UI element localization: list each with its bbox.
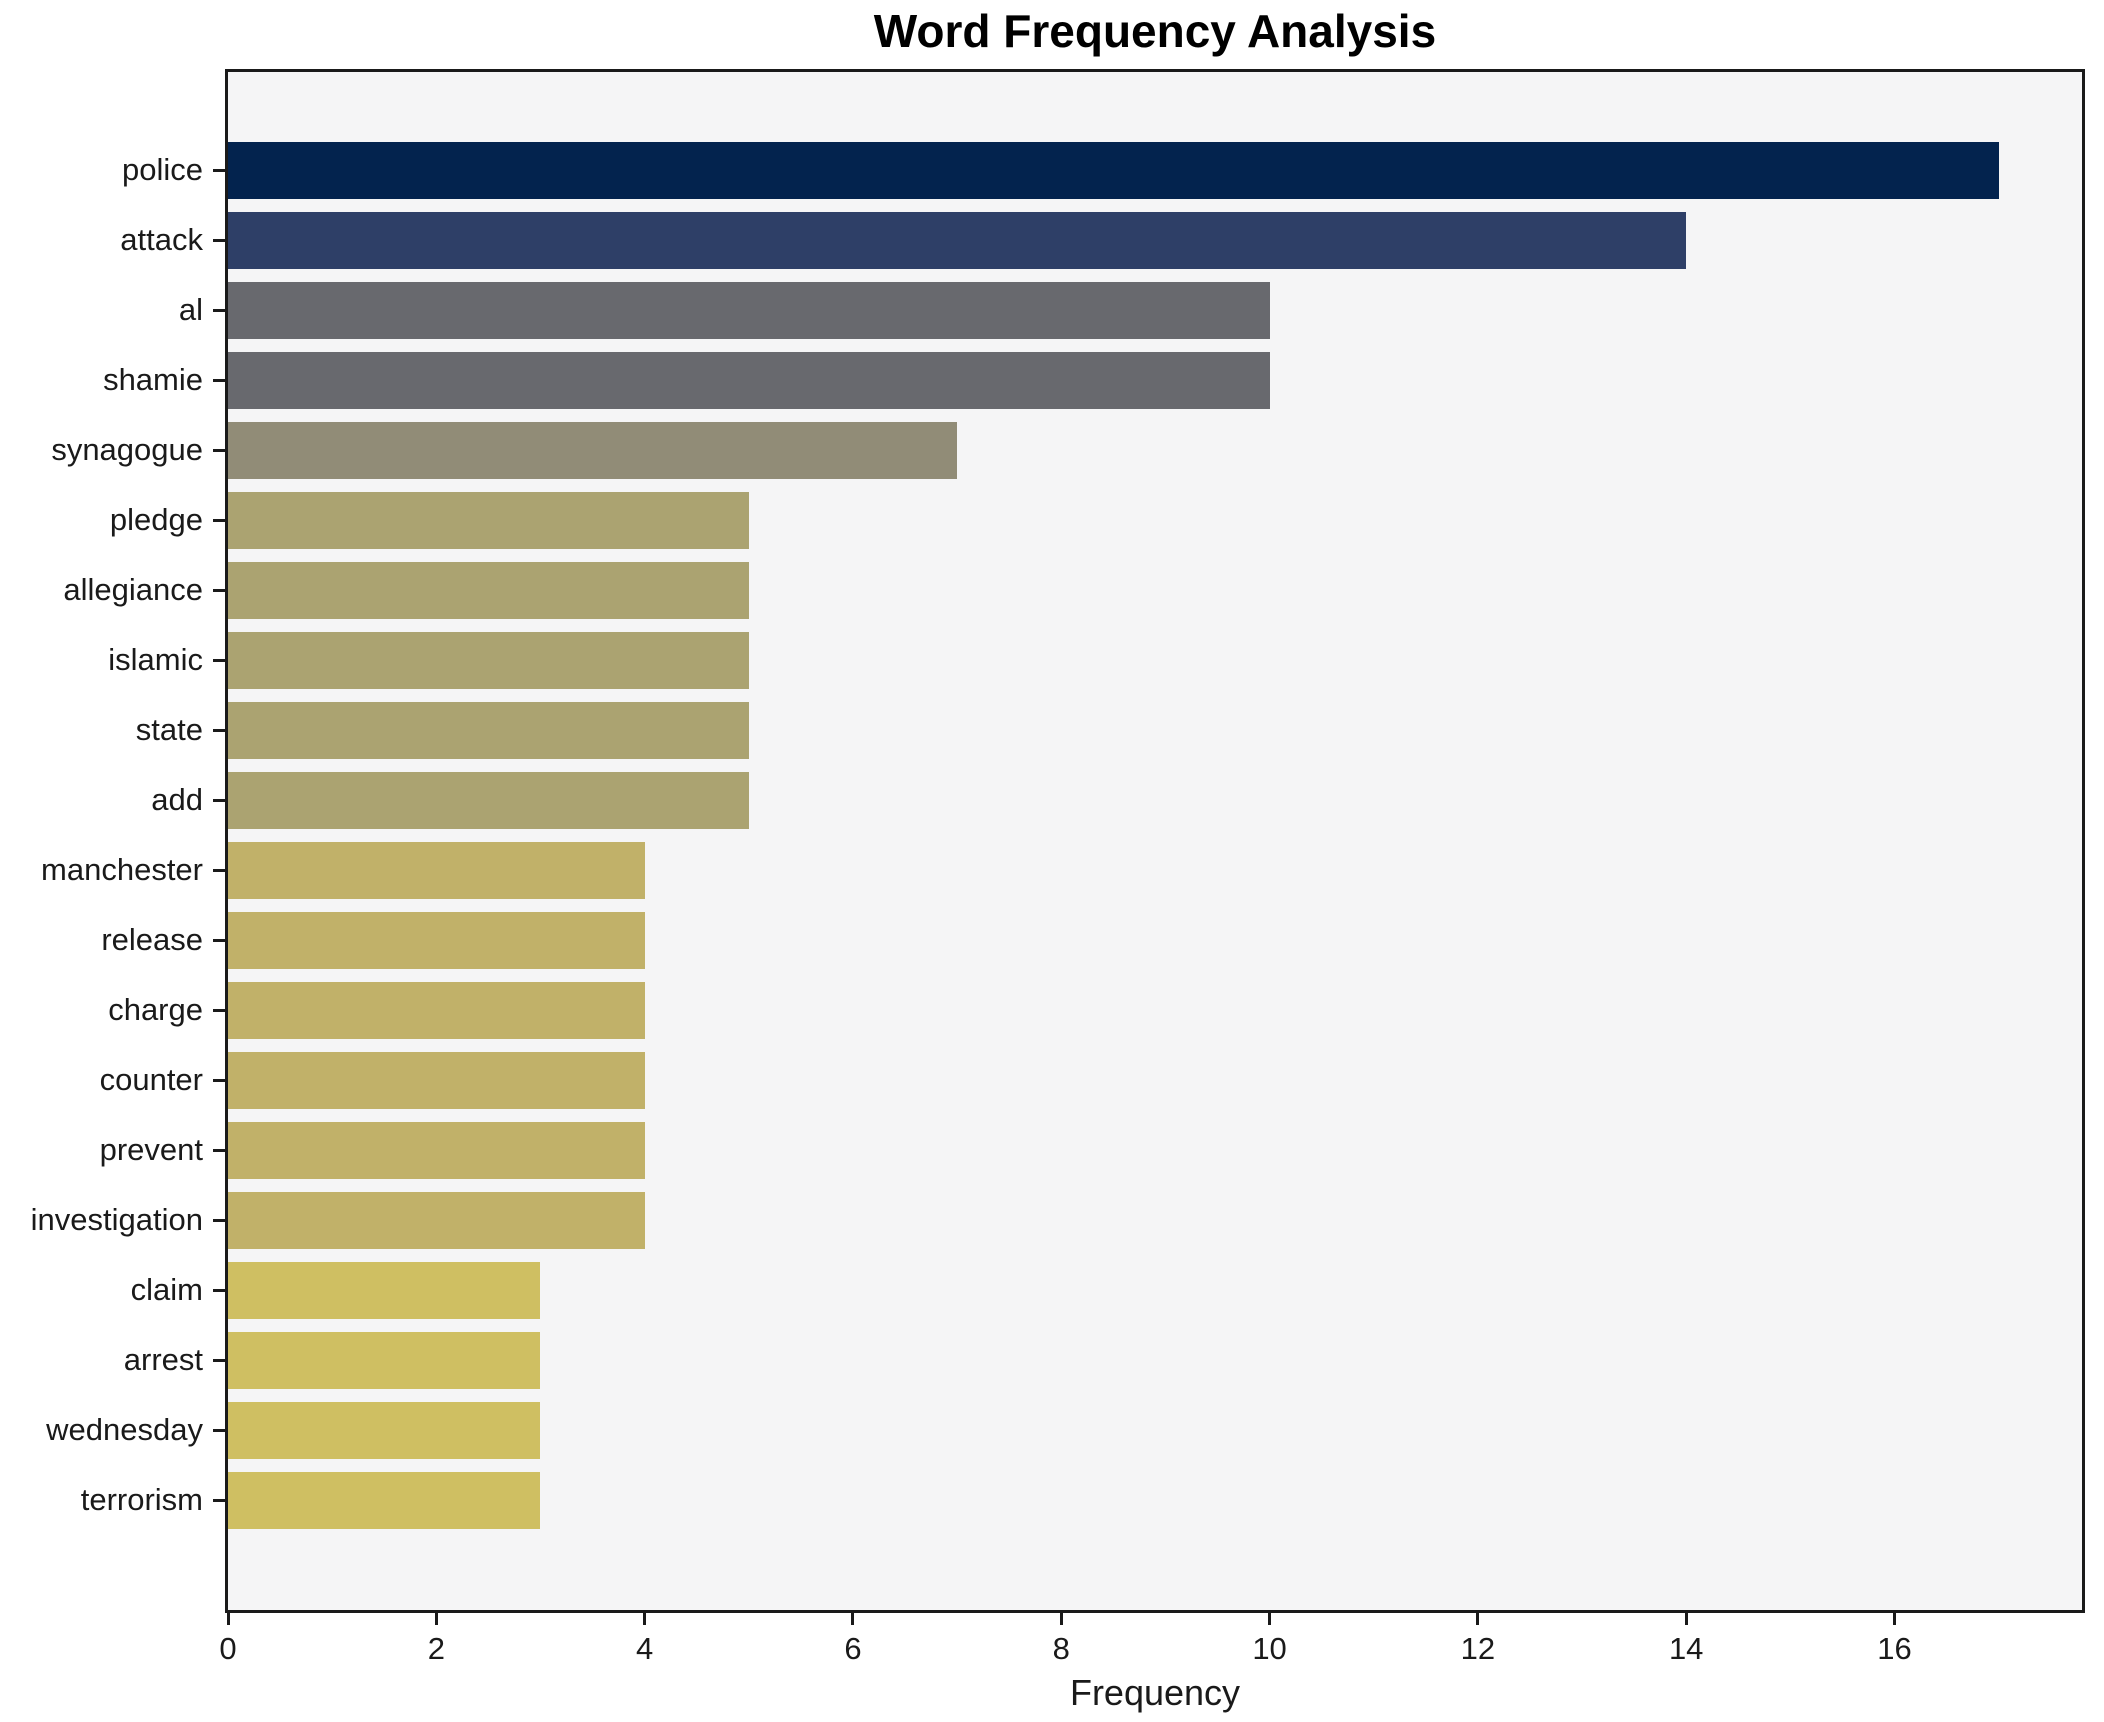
y-tick-label-arrest: arrest — [123, 1342, 203, 1377]
x-tick — [851, 1613, 855, 1625]
y-tick-label-claim: claim — [130, 1272, 203, 1307]
bar-claim — [228, 1261, 540, 1319]
bar-prevent — [228, 1121, 645, 1179]
x-tick-label-12: 12 — [1460, 1631, 1496, 1666]
y-tick-label-release: release — [101, 922, 203, 957]
bar-counter — [228, 1051, 645, 1109]
y-tick — [213, 1008, 225, 1012]
y-tick — [213, 1218, 225, 1222]
bar-allegiance — [228, 561, 749, 619]
y-tick-label-islamic: islamic — [108, 642, 203, 677]
y-tick — [213, 448, 225, 452]
bar-wednesday — [228, 1401, 540, 1459]
x-tick-label-16: 16 — [1877, 1631, 1912, 1666]
bar-islamic — [228, 631, 749, 689]
x-tick-label-14: 14 — [1668, 1631, 1704, 1666]
bar-police — [228, 141, 1999, 199]
y-tick-label-allegiance: allegiance — [63, 572, 203, 607]
bar-attack — [228, 211, 1686, 269]
bar-al — [228, 281, 1270, 339]
y-tick-label-counter: counter — [99, 1062, 203, 1097]
x-tick-label-0: 0 — [219, 1631, 237, 1666]
y-tick-label-synagogue: synagogue — [51, 432, 203, 467]
plot-area — [225, 69, 2085, 1613]
y-tick-label-manchester: manchester — [41, 852, 203, 887]
x-tick — [1476, 1613, 1480, 1625]
bar-state — [228, 701, 749, 759]
bar-manchester — [228, 841, 645, 899]
y-tick — [213, 1428, 225, 1432]
y-tick — [213, 938, 225, 942]
y-tick — [213, 1358, 225, 1362]
x-tick — [1684, 1613, 1688, 1625]
bar-release — [228, 911, 645, 969]
chart-title: Word Frequency Analysis — [873, 5, 1437, 57]
y-tick — [213, 1288, 225, 1292]
y-tick — [213, 238, 225, 242]
y-tick — [213, 1498, 225, 1502]
bar-charge — [228, 981, 645, 1039]
y-tick-label-police: police — [122, 152, 203, 187]
y-tick — [213, 588, 225, 592]
y-tick — [213, 168, 225, 172]
y-tick-label-terrorism: terrorism — [80, 1482, 203, 1517]
y-tick-label-investigation: investigation — [30, 1202, 203, 1237]
bar-pledge — [228, 491, 749, 549]
y-tick-label-add: add — [151, 782, 203, 817]
x-tick — [226, 1613, 230, 1625]
y-tick-label-wednesday: wednesday — [46, 1412, 203, 1447]
y-tick-label-state: state — [135, 712, 203, 747]
bar-add — [228, 771, 749, 829]
y-tick — [213, 1148, 225, 1152]
x-tick-label-8: 8 — [1052, 1631, 1070, 1666]
x-tick-label-10: 10 — [1252, 1631, 1287, 1666]
y-tick — [213, 378, 225, 382]
y-tick — [213, 658, 225, 662]
y-tick — [213, 308, 225, 312]
y-tick — [213, 798, 225, 802]
x-tick — [1268, 1613, 1272, 1625]
y-tick-label-attack: attack — [120, 222, 203, 257]
y-tick — [213, 728, 225, 732]
y-tick-label-pledge: pledge — [109, 502, 203, 537]
x-tick-label-2: 2 — [427, 1631, 445, 1666]
x-tick — [434, 1613, 438, 1625]
y-tick-label-shamie: shamie — [103, 362, 203, 397]
x-tick-label-4: 4 — [636, 1631, 654, 1666]
x-tick — [643, 1613, 647, 1625]
bar-investigation — [228, 1191, 645, 1249]
x-tick — [1893, 1613, 1897, 1625]
bar-terrorism — [228, 1471, 540, 1529]
y-tick — [213, 868, 225, 872]
y-tick-label-prevent: prevent — [99, 1132, 203, 1167]
y-tick-label-charge: charge — [108, 992, 203, 1027]
x-tick-label-6: 6 — [844, 1631, 862, 1666]
bar-shamie — [228, 351, 1270, 409]
bar-synagogue — [228, 421, 957, 479]
y-tick — [213, 518, 225, 522]
x-axis-title: Frequency — [1069, 1672, 1241, 1713]
bar-arrest — [228, 1331, 540, 1389]
y-tick — [213, 1078, 225, 1082]
y-tick-label-al: al — [178, 292, 203, 327]
x-tick — [1059, 1613, 1063, 1625]
